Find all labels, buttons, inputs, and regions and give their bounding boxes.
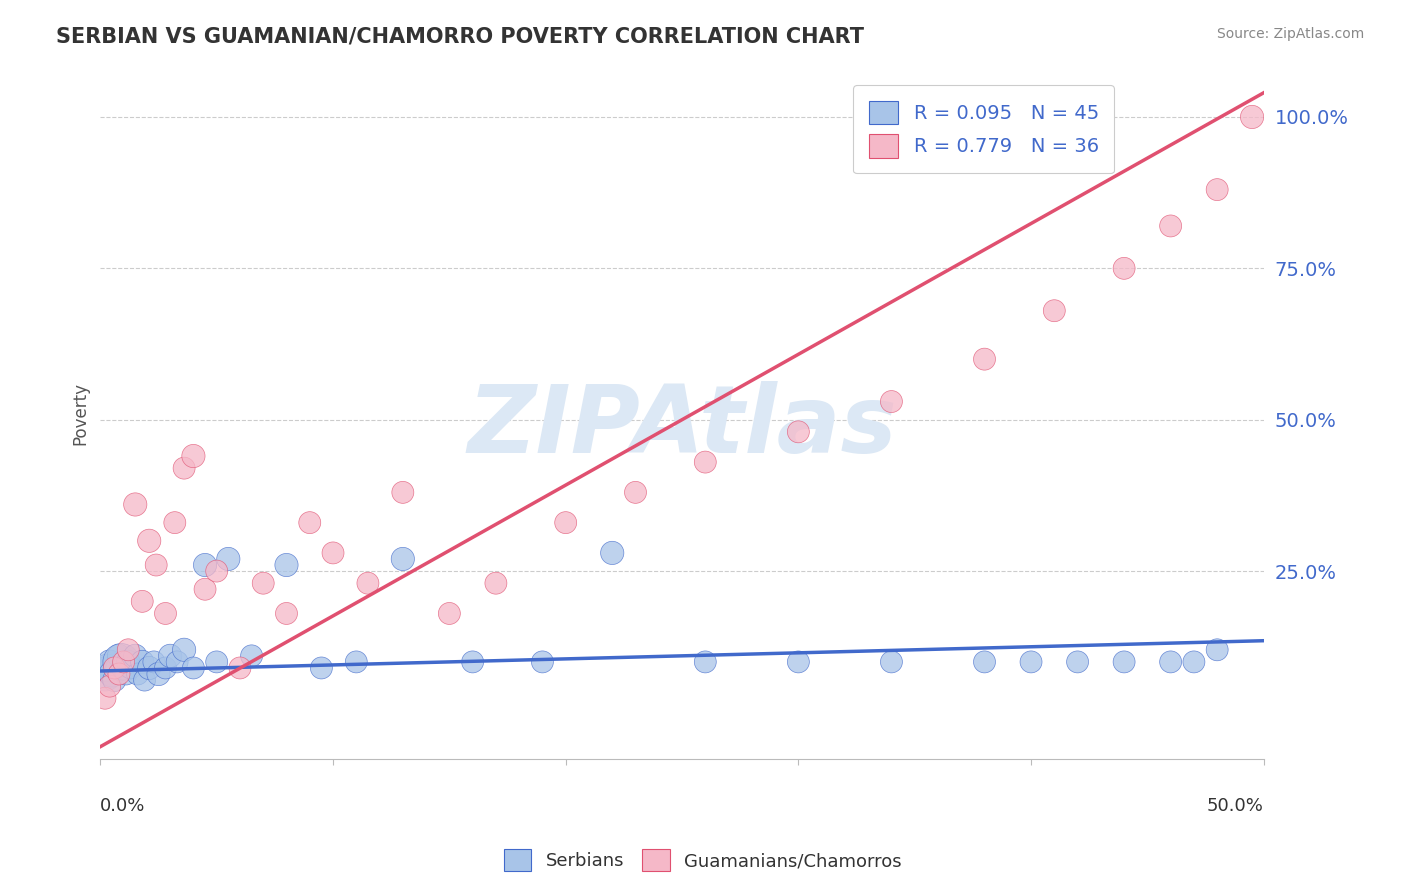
Point	[1206, 183, 1229, 197]
Point	[1241, 110, 1264, 124]
Point	[322, 546, 344, 560]
Point	[276, 558, 298, 572]
Point	[439, 607, 461, 621]
Point	[1066, 655, 1088, 669]
Point	[105, 661, 128, 675]
Point	[880, 655, 903, 669]
Point	[183, 661, 205, 675]
Point	[183, 449, 205, 463]
Point	[94, 691, 117, 706]
Point	[94, 667, 117, 681]
Point	[252, 576, 274, 591]
Point	[117, 642, 139, 657]
Point	[120, 661, 142, 675]
Point	[138, 661, 160, 675]
Point	[159, 648, 181, 663]
Point	[205, 655, 228, 669]
Point	[1114, 261, 1136, 276]
Point	[205, 564, 228, 578]
Point	[173, 642, 195, 657]
Point	[276, 607, 298, 621]
Point	[108, 648, 131, 663]
Point	[142, 655, 165, 669]
Point	[695, 655, 717, 669]
Point	[134, 673, 156, 687]
Point	[217, 552, 239, 566]
Point	[1160, 219, 1182, 233]
Point	[554, 516, 576, 530]
Point	[127, 667, 149, 681]
Point	[600, 546, 623, 560]
Point	[1043, 303, 1066, 318]
Point	[98, 655, 121, 669]
Point	[98, 679, 121, 693]
Point	[166, 655, 188, 669]
Point	[357, 576, 380, 591]
Text: SERBIAN VS GUAMANIAN/CHAMORRO POVERTY CORRELATION CHART: SERBIAN VS GUAMANIAN/CHAMORRO POVERTY CO…	[56, 27, 865, 46]
Point	[1206, 642, 1229, 657]
Point	[392, 552, 415, 566]
Point	[110, 655, 132, 669]
Point	[1160, 655, 1182, 669]
Point	[163, 516, 186, 530]
Text: 0.0%: 0.0%	[100, 797, 146, 814]
Point	[531, 655, 554, 669]
Point	[103, 673, 125, 687]
Point	[298, 516, 321, 530]
Point	[96, 661, 118, 675]
Point	[880, 394, 903, 409]
Point	[1019, 655, 1042, 669]
Point	[1182, 655, 1205, 669]
Point	[461, 655, 484, 669]
Point	[101, 667, 124, 681]
Legend: Serbians, Guamanians/Chamorros: Serbians, Guamanians/Chamorros	[498, 842, 908, 879]
Point	[117, 655, 139, 669]
Point	[124, 498, 146, 512]
Text: 50.0%: 50.0%	[1206, 797, 1264, 814]
Point	[138, 533, 160, 548]
Point	[1114, 655, 1136, 669]
Point	[392, 485, 415, 500]
Point	[695, 455, 717, 469]
Point	[112, 661, 135, 675]
Point	[311, 661, 333, 675]
Point	[148, 667, 170, 681]
Point	[194, 582, 217, 597]
Y-axis label: Poverty: Poverty	[72, 382, 89, 445]
Point	[229, 661, 252, 675]
Point	[145, 558, 167, 572]
Point	[131, 594, 153, 608]
Point	[115, 667, 138, 681]
Point	[155, 661, 177, 675]
Point	[344, 655, 367, 669]
Point	[973, 655, 995, 669]
Text: Source: ZipAtlas.com: Source: ZipAtlas.com	[1216, 27, 1364, 41]
Point	[155, 607, 177, 621]
Point	[194, 558, 217, 572]
Point	[173, 461, 195, 475]
Point	[112, 655, 135, 669]
Point	[787, 425, 810, 439]
Point	[124, 648, 146, 663]
Point	[973, 352, 995, 367]
Legend: R = 0.095   N = 45, R = 0.779   N = 36: R = 0.095 N = 45, R = 0.779 N = 36	[853, 85, 1115, 173]
Point	[485, 576, 508, 591]
Point	[131, 655, 153, 669]
Point	[240, 648, 263, 663]
Point	[108, 667, 131, 681]
Point	[103, 661, 125, 675]
Point	[787, 655, 810, 669]
Text: ZIPAtlas: ZIPAtlas	[467, 382, 897, 474]
Point	[624, 485, 647, 500]
